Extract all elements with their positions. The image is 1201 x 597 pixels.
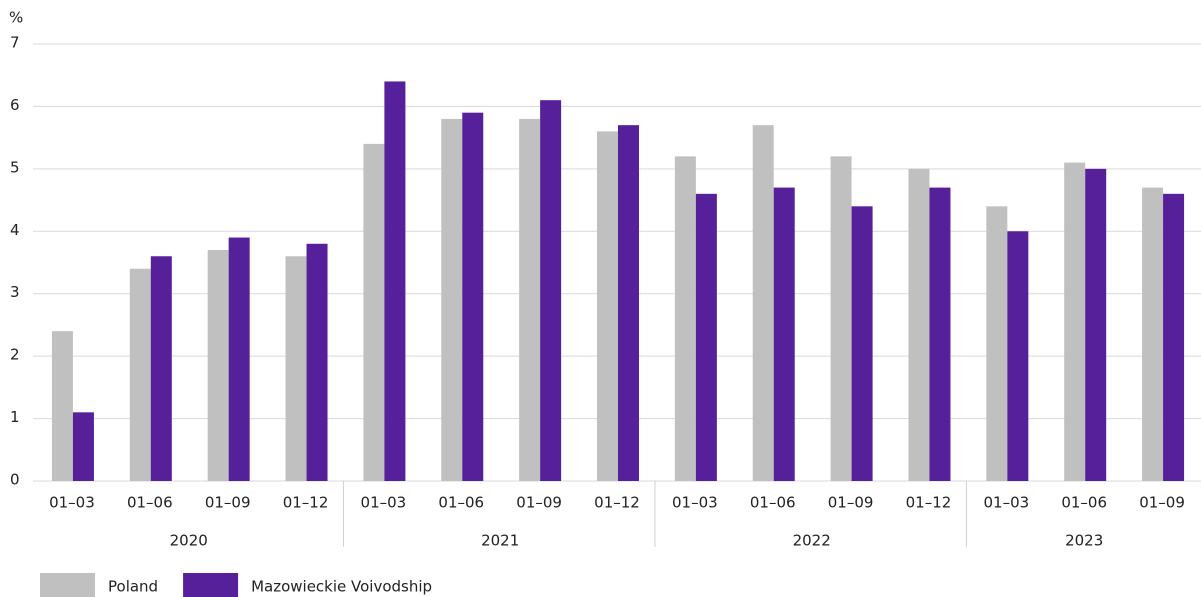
bar [597, 131, 618, 481]
bar [519, 118, 541, 482]
bar [285, 256, 307, 481]
bar [695, 193, 717, 482]
bar [363, 143, 385, 481]
bar [51, 331, 73, 481]
bar [674, 156, 696, 481]
legend-label: Poland [108, 578, 158, 596]
y-tick-label: 6 [10, 96, 20, 114]
x-tick-label: 01–03 [361, 494, 407, 512]
bar [207, 250, 229, 481]
y-tick-label: 3 [10, 283, 20, 301]
bar [150, 256, 172, 481]
legend-swatch [40, 573, 95, 597]
bar [1064, 162, 1086, 481]
bar [72, 412, 94, 481]
bar [1163, 193, 1185, 482]
x-tick-label: 01–03 [983, 494, 1029, 512]
bar [228, 237, 250, 481]
y-unit: % [9, 9, 23, 27]
y-tick-label: 1 [10, 408, 20, 426]
x-tick-label: 01–03 [672, 494, 718, 512]
x-tick-label: 01–12 [906, 494, 952, 512]
y-tick-label: 7 [10, 34, 20, 52]
y-tick-label: 0 [10, 471, 20, 489]
bar [384, 81, 406, 481]
legend-label: Mazowieckie Voivodship [251, 578, 432, 596]
x-tick-label: 01–12 [594, 494, 640, 512]
x-tick-label: 01–12 [283, 494, 329, 512]
x-tick-label: 01–09 [1139, 494, 1185, 512]
x-tick-label: 01–09 [516, 494, 562, 512]
bar [540, 100, 562, 481]
bar [1085, 168, 1107, 481]
y-tick-label: 5 [10, 158, 20, 176]
bar [129, 268, 151, 481]
group-label: 2023 [1065, 532, 1103, 550]
x-tick-label: 01–06 [127, 494, 173, 512]
x-tick-label: 01–09 [828, 494, 874, 512]
x-tick-label: 01–03 [49, 494, 95, 512]
bar [986, 206, 1008, 482]
bar [929, 187, 951, 482]
bar [830, 156, 852, 481]
bar [908, 168, 930, 481]
bar [306, 243, 328, 481]
x-tick-label: 01–06 [438, 494, 484, 512]
group-label: 2021 [481, 532, 519, 550]
x-tick-label: 01–09 [205, 494, 251, 512]
y-tick-label: 2 [10, 346, 20, 364]
bar [441, 118, 463, 482]
bar [618, 125, 639, 482]
group-label: 2020 [170, 532, 208, 550]
x-tick-label: 01–06 [750, 494, 796, 512]
legend-swatch [183, 573, 239, 597]
bar [851, 206, 873, 482]
bar [773, 187, 795, 482]
bar [1142, 187, 1164, 482]
y-tick-label: 4 [10, 221, 20, 239]
bar [462, 112, 484, 482]
bar [1007, 231, 1029, 481]
x-tick-label: 01–06 [1061, 494, 1107, 512]
group-label: 2022 [793, 532, 831, 550]
bar [752, 125, 774, 482]
